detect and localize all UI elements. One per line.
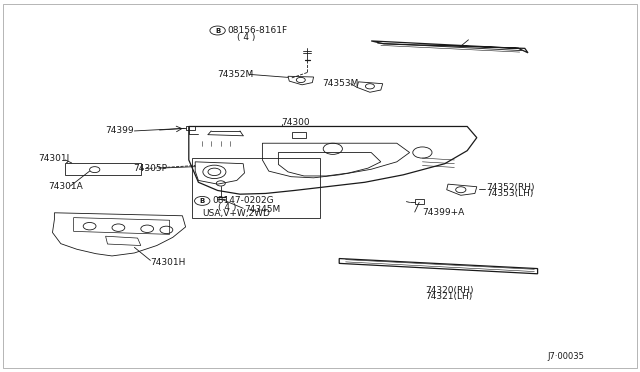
Bar xyxy=(192,158,320,218)
Text: J7·00035: J7·00035 xyxy=(548,352,585,361)
Text: 74352(RH): 74352(RH) xyxy=(486,183,535,192)
Text: 08156-8161F: 08156-8161F xyxy=(228,26,288,35)
Text: 74301A: 74301A xyxy=(48,182,83,190)
Bar xyxy=(65,163,141,175)
Text: 74399+A: 74399+A xyxy=(422,208,465,217)
Text: B: B xyxy=(215,28,220,33)
Text: ( 4 ): ( 4 ) xyxy=(237,33,255,42)
Text: 74399: 74399 xyxy=(106,126,134,135)
Text: B: B xyxy=(200,198,205,204)
Text: 74353(LH): 74353(LH) xyxy=(486,189,534,198)
Text: 74345M: 74345M xyxy=(244,205,281,214)
Text: 74301J: 74301J xyxy=(38,154,70,163)
Text: 74305P: 74305P xyxy=(133,164,167,173)
Bar xyxy=(292,132,306,138)
Bar xyxy=(186,126,195,130)
Text: 08147-0202G: 08147-0202G xyxy=(212,196,274,205)
Text: 74321(LH): 74321(LH) xyxy=(426,292,473,301)
Text: 74300: 74300 xyxy=(282,118,310,126)
Bar xyxy=(415,199,424,204)
Text: ( 4 ): ( 4 ) xyxy=(218,203,236,212)
Text: USA,V+W,2WD: USA,V+W,2WD xyxy=(202,209,270,218)
Text: 74301H: 74301H xyxy=(150,258,186,267)
Text: 74320(RH): 74320(RH) xyxy=(426,286,474,295)
Text: 74352M: 74352M xyxy=(218,70,254,79)
Text: 74353M: 74353M xyxy=(322,79,358,88)
